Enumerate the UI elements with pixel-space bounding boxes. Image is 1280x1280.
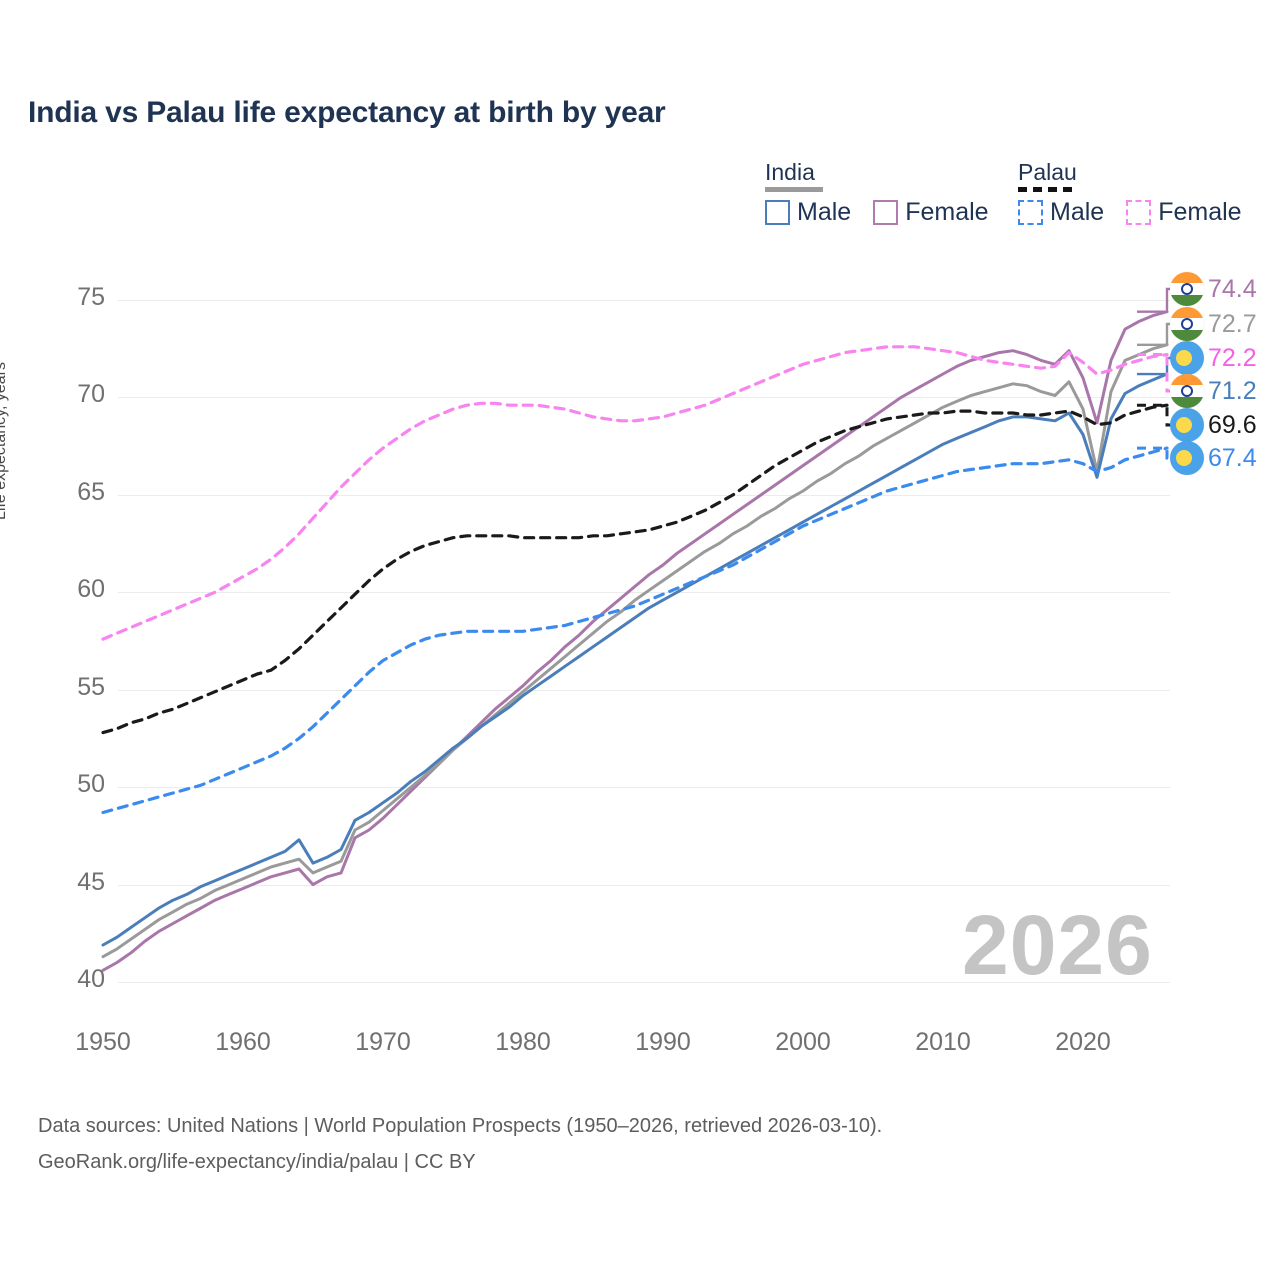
india-flag-icon <box>1170 307 1204 341</box>
x-axis-tick-label: 1980 <box>495 1028 551 1056</box>
footer-line-2: GeoRank.org/life-expectancy/india/palau … <box>38 1151 476 1173</box>
end-label: 72.2 <box>1170 341 1257 375</box>
palau-flag-icon <box>1170 408 1204 442</box>
legend-label-india-male: Male <box>797 198 852 226</box>
y-axis-tick-label: 60 <box>77 575 105 604</box>
series-line <box>101 403 1169 735</box>
y-axis-tick-label: 65 <box>77 477 105 506</box>
gridline <box>118 787 1170 789</box>
legend-group-india: India <box>765 160 823 192</box>
end-label: 72.7 <box>1170 307 1257 341</box>
x-axis-tick-label: 1960 <box>215 1028 271 1056</box>
legend-items-india: Male Female <box>765 198 989 227</box>
legend-swatch-icon-palau-male <box>1018 200 1043 225</box>
y-axis-tick-label: 70 <box>77 380 105 409</box>
legend-items-palau: Male Female <box>1018 198 1242 227</box>
palau-flag-icon <box>1170 341 1204 375</box>
x-axis-tick-label: 2020 <box>1055 1028 1111 1056</box>
x-axis-tick-label: 1950 <box>75 1028 131 1056</box>
series-line <box>101 446 1169 815</box>
gridline <box>118 300 1170 301</box>
end-label-value: 72.7 <box>1208 309 1257 338</box>
end-label-value: 67.4 <box>1208 443 1257 472</box>
x-axis-tick-label: 1990 <box>635 1028 691 1056</box>
palau-flag-icon <box>1170 441 1204 475</box>
end-label-connector <box>1137 446 1177 460</box>
india-flag-icon <box>1170 272 1204 306</box>
end-label: 67.4 <box>1170 441 1257 475</box>
end-label: 69.6 <box>1170 408 1257 442</box>
x-axis-tick-label: 2000 <box>775 1028 831 1056</box>
end-label-value: 71.2 <box>1208 376 1257 405</box>
end-label-value: 74.4 <box>1208 274 1257 303</box>
series-line <box>101 310 1169 972</box>
y-axis-tick-label: 75 <box>77 283 105 311</box>
legend-country-india: India <box>765 159 815 185</box>
legend-item-palau-male[interactable]: Male <box>1018 198 1104 227</box>
series-line <box>101 345 1169 641</box>
gridline <box>118 494 1170 496</box>
gridline <box>118 884 1170 886</box>
india-flag-icon <box>1170 374 1204 408</box>
legend-label-india-female: Female <box>905 198 989 226</box>
chart-legend: India Male Female Palau Male Fem <box>760 160 1260 240</box>
legend-swatch-icon-india-female <box>873 200 899 225</box>
legend-rule-palau <box>1018 187 1076 192</box>
legend-item-india-female[interactable]: Female <box>873 198 989 227</box>
legend-swatch-icon-palau-female <box>1126 200 1152 225</box>
legend-label-palau-male: Male <box>1050 198 1105 226</box>
end-label-value: 69.6 <box>1208 410 1257 439</box>
footer: Data sources: United Nations | World Pop… <box>38 1108 882 1180</box>
end-label-value: 72.2 <box>1208 343 1257 372</box>
y-axis-tick-label: 45 <box>77 867 105 896</box>
legend-rule-india <box>765 187 823 192</box>
legend-country-palau: Palau <box>1018 159 1077 185</box>
end-label: 71.2 <box>1170 374 1257 408</box>
legend-item-palau-female[interactable]: Female <box>1126 198 1242 227</box>
y-axis-tick-label: 50 <box>77 770 105 799</box>
gridline <box>118 397 1170 399</box>
legend-item-india-male[interactable]: Male <box>765 198 851 227</box>
series-line <box>101 372 1169 947</box>
legend-label-palau-female: Female <box>1158 198 1242 226</box>
y-axis-tick-label: 40 <box>77 965 105 993</box>
y-axis-tick-label: 55 <box>77 672 105 701</box>
series-line <box>101 343 1169 959</box>
gridline <box>118 689 1170 691</box>
legend-group-palau: Palau <box>1018 160 1077 192</box>
year-watermark: 2026 <box>962 898 1153 992</box>
footer-line-1: Data sources: United Nations | World Pop… <box>38 1115 883 1137</box>
x-axis-tick-label: 1970 <box>355 1028 411 1056</box>
x-axis-tick-label: 2010 <box>915 1028 971 1056</box>
legend-swatch-icon-india-male <box>765 200 790 225</box>
gridline <box>118 982 1170 983</box>
page-title: India vs Palau life expectancy at birth … <box>28 96 666 129</box>
end-label: 74.4 <box>1170 272 1257 306</box>
